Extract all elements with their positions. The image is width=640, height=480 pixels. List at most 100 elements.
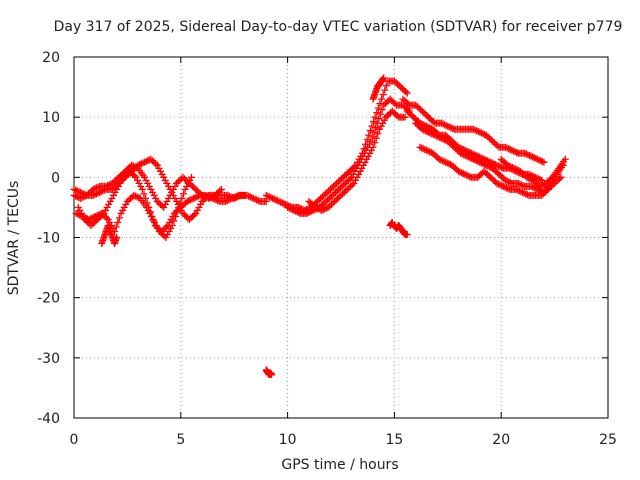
y-axis-label: SDTVAR / TECUs (6, 181, 22, 296)
data-point (383, 112, 391, 120)
data-point (429, 149, 437, 157)
data-point (120, 203, 128, 211)
data-point (88, 214, 96, 222)
data-point (401, 103, 409, 111)
data-point (379, 91, 387, 99)
data-point (182, 212, 190, 220)
data-point (522, 190, 530, 198)
data-point (121, 173, 129, 181)
data-point (264, 192, 272, 200)
data-point (198, 197, 206, 205)
data-point (228, 194, 236, 202)
data-point (482, 131, 490, 139)
data-point (140, 158, 148, 166)
data-point (175, 203, 183, 211)
data-point (320, 199, 328, 207)
data-point (538, 191, 546, 199)
data-point (99, 187, 107, 195)
data-point (115, 214, 123, 222)
data-point (130, 191, 138, 199)
data-point (335, 185, 343, 193)
data-point (89, 191, 97, 199)
data-point (523, 173, 531, 181)
data-point (492, 140, 500, 148)
data-point (374, 130, 382, 138)
data-point (469, 155, 477, 163)
data-point (388, 218, 396, 226)
data-point (389, 98, 397, 106)
data-point (328, 191, 336, 199)
data-point (171, 182, 179, 190)
data-point (504, 185, 512, 193)
x-axis-label: GPS time / hours (281, 457, 398, 473)
data-point (367, 146, 375, 154)
data-point (426, 115, 434, 123)
data-point (459, 170, 467, 178)
data-point (399, 95, 407, 103)
data-point (484, 162, 492, 170)
data-point (476, 128, 484, 136)
data-point (428, 130, 436, 138)
data-point (140, 190, 148, 198)
data-point (380, 116, 388, 124)
x-tick-label: 20 (492, 432, 510, 448)
data-point (441, 121, 449, 129)
data-point (287, 205, 295, 213)
data-point (160, 232, 168, 240)
data-point (397, 83, 405, 91)
series-track-11 (412, 119, 567, 196)
data-point (163, 230, 171, 238)
data-point (524, 174, 532, 182)
data-point (424, 147, 432, 155)
data-point (211, 191, 219, 199)
data-point (491, 161, 499, 169)
data-point (353, 173, 361, 181)
data-point (402, 88, 410, 96)
data-point (444, 122, 452, 130)
data-point (450, 163, 458, 171)
data-point (341, 179, 349, 187)
data-point (72, 186, 80, 194)
data-point (76, 194, 84, 202)
data-point (330, 182, 338, 190)
data-point (192, 185, 200, 193)
data-point (132, 173, 140, 181)
data-point (181, 211, 189, 219)
data-point (89, 220, 97, 228)
data-point (223, 197, 231, 205)
data-point (531, 178, 539, 186)
data-point (140, 173, 148, 181)
data-point (435, 155, 443, 163)
data-point (343, 185, 351, 193)
data-point (480, 167, 488, 175)
data-point (103, 214, 111, 222)
data-point (304, 209, 312, 217)
data-point (340, 181, 348, 189)
data-point (527, 182, 535, 190)
data-point (100, 186, 108, 194)
data-point (133, 193, 141, 201)
data-point (377, 110, 385, 118)
data-point (315, 205, 323, 213)
data-point (79, 212, 87, 220)
data-point (513, 149, 521, 157)
data-point (368, 122, 376, 130)
data-point (526, 175, 534, 183)
data-point (506, 146, 514, 154)
data-point (262, 191, 270, 199)
data-point (342, 187, 350, 195)
data-point (415, 122, 423, 130)
data-point (333, 187, 341, 195)
data-point (168, 221, 176, 229)
data-point (450, 143, 458, 151)
data-point (148, 188, 156, 196)
data-point (519, 182, 527, 190)
data-point (457, 149, 465, 157)
data-point (173, 179, 181, 187)
data-point (165, 194, 173, 202)
data-point (72, 209, 80, 217)
data-point (184, 179, 192, 187)
chart-title: Day 317 of 2025, Sidereal Day-to-day VTE… (54, 19, 623, 35)
data-point (423, 112, 431, 120)
